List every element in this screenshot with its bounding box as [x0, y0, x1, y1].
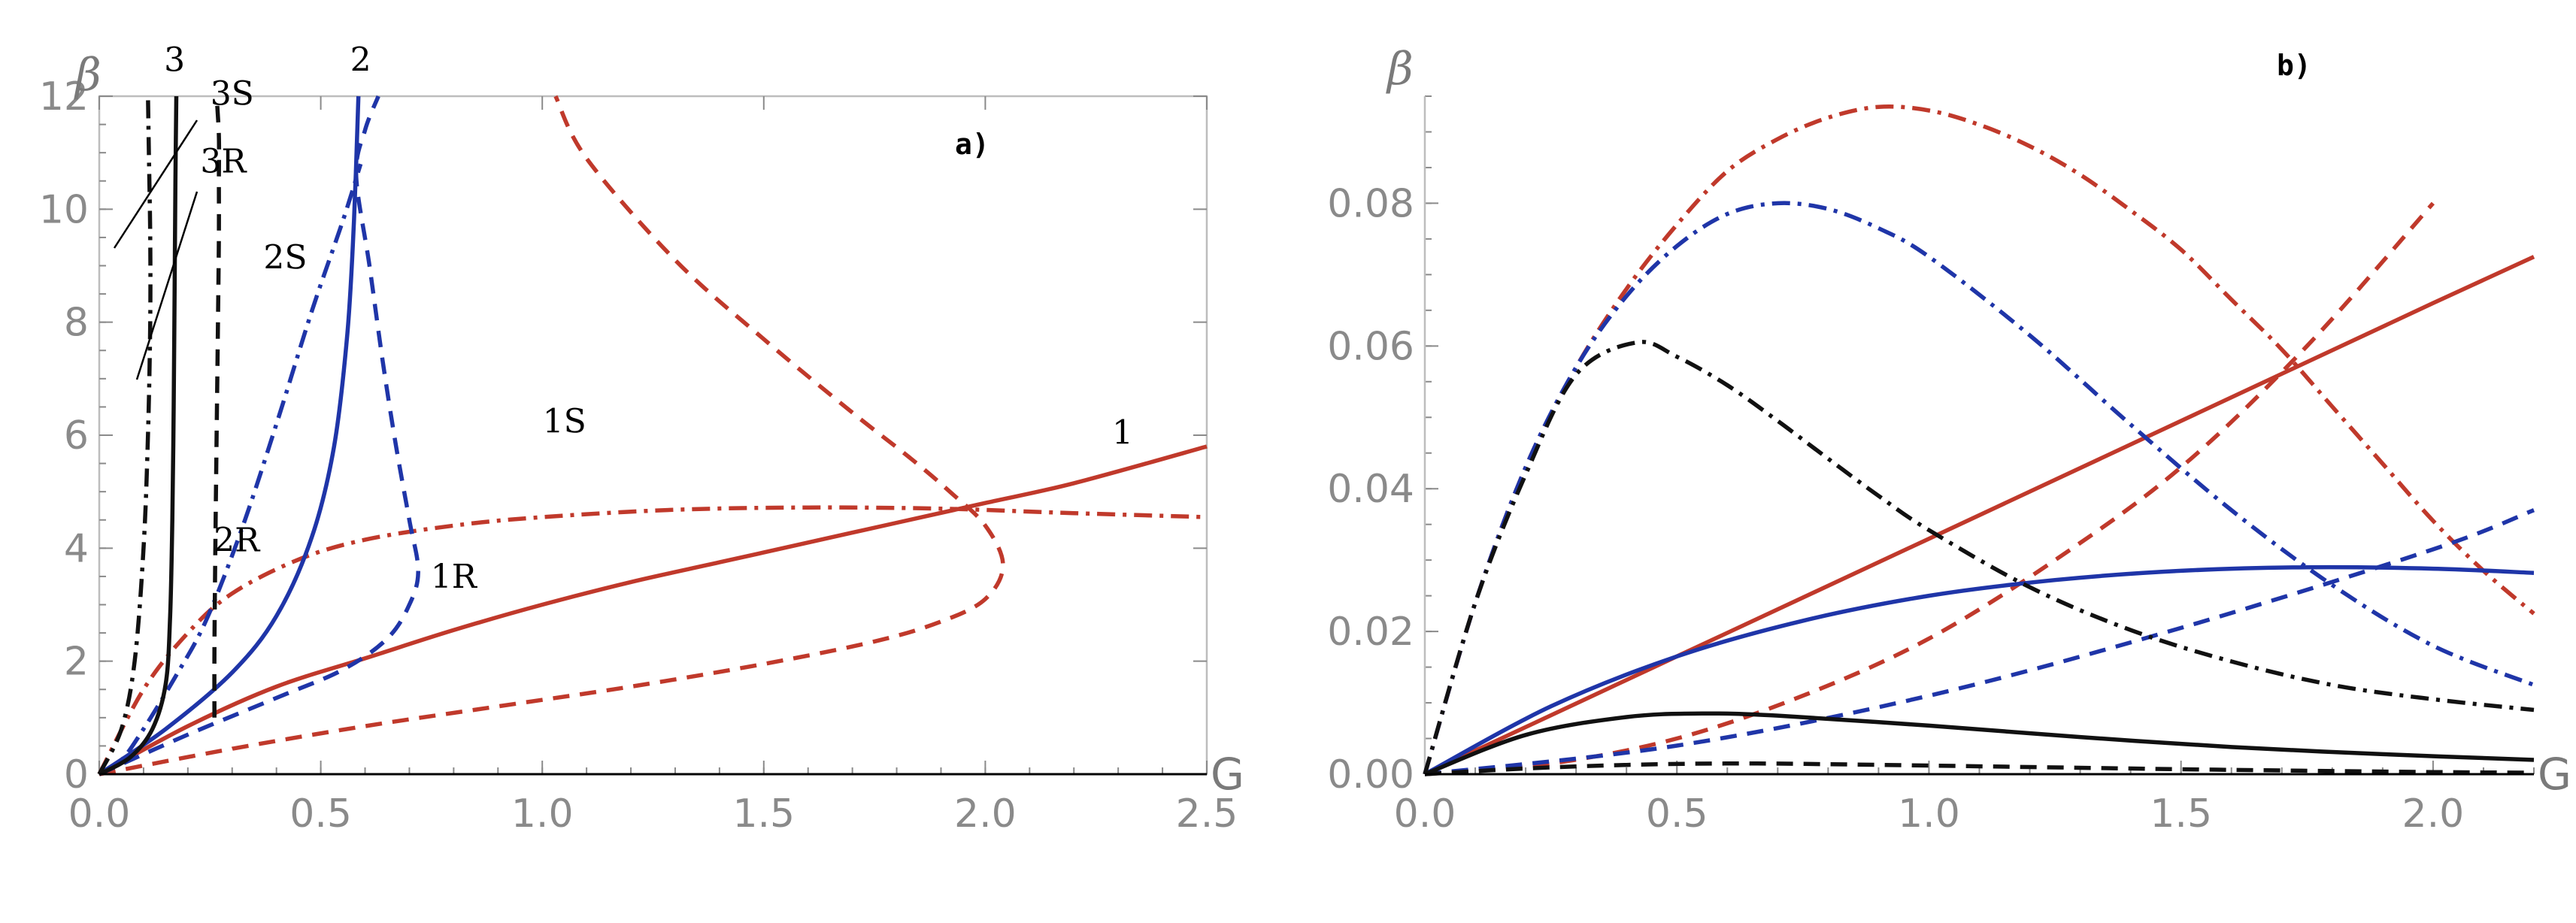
series-line-3s-b: [1424, 761, 2535, 776]
series-group-a: [97, 95, 1208, 776]
annotation-label: 1S: [543, 402, 586, 440]
x-tick-label: 0.0: [68, 791, 131, 837]
x-tick-label: 0.0: [1394, 791, 1456, 837]
y-tick-label: 0.04: [1327, 467, 1414, 512]
y-tick-label: 4: [64, 526, 89, 571]
x-tick-label: 1.0: [511, 791, 574, 837]
series-line-3-a: [98, 95, 179, 776]
y-tick-label: 8: [64, 301, 89, 346]
series-line-2r-a: [98, 163, 363, 776]
series-line-2s-b: [1424, 508, 2535, 776]
annotations-a: 3 2 3S 3R 2S 1S 1 2R 1R: [164, 41, 1133, 596]
series-line-2-a: [98, 95, 361, 776]
tick-marks-b: [1424, 95, 2535, 775]
tick-marks-a: [98, 95, 1208, 775]
y-tick-label: 2: [64, 640, 89, 685]
annotation-label: 1R: [431, 558, 478, 596]
y-tick-label: 12: [39, 74, 89, 120]
chart-panel-b: 0.0 0.5 1.0 1.5 2.0 0.00 0.02 0.04 0.06 0.08 β G…: [1327, 43, 2571, 837]
y-axis-title-a: β: [74, 49, 102, 101]
y-tick-label: 6: [64, 413, 89, 458]
x-tick-labels-a: 0.0 0.5 1.0 1.5 2.0 2.5: [68, 791, 1238, 837]
series-line-2-b: [1423, 564, 2535, 776]
y-tick-label: 0.06: [1327, 324, 1414, 369]
x-tick-label: 1.5: [2150, 791, 2212, 837]
x-axis-title-a: G: [1211, 749, 1244, 800]
y-tick-label: 0: [64, 752, 89, 797]
annotation-label: 1: [1112, 414, 1133, 452]
series-line-1s-b: [1424, 201, 2435, 776]
panel-tag-a: a): [955, 128, 989, 161]
series-line-3s-a: [212, 95, 222, 718]
y-tick-labels-b: 0.00 0.02 0.04 0.06 0.08: [1327, 181, 1414, 797]
leader-line-3S: [113, 120, 199, 249]
series-line-1s-a: [98, 95, 1005, 776]
series-line-3r-b: [1423, 340, 2535, 775]
leader-line-3R: [135, 191, 199, 380]
annotation-label: 3R: [200, 143, 247, 181]
annotation-label: 2: [350, 41, 371, 79]
x-axis-title-b: G: [2538, 749, 2571, 800]
series-line-1r-b: [1423, 104, 2535, 775]
x-tick-label: 2.0: [2402, 791, 2465, 837]
x-tick-label: 0.5: [1646, 791, 1708, 837]
series-line-3r-a: [97, 95, 153, 776]
x-tick-label: 2.5: [1176, 791, 1238, 837]
series-line-3-b: [1424, 711, 2535, 776]
y-axis-title-b: β: [1386, 43, 1414, 95]
plot-frame-a: [98, 95, 1208, 776]
annotation-label: 2R: [214, 521, 261, 559]
y-tick-label: 0.00: [1327, 752, 1414, 797]
x-tick-label: 2.0: [954, 791, 1017, 837]
x-tick-label: 1.0: [1898, 791, 1960, 837]
series-line-2r-b: [1423, 201, 2535, 775]
y-tick-label: 10: [39, 187, 89, 232]
annotation-label: 3: [164, 41, 185, 79]
x-tick-label: 1.5: [732, 791, 795, 837]
series-line-1r-a: [97, 505, 1208, 776]
x-tick-label: 0.5: [289, 791, 352, 837]
series-line-1-b: [1423, 255, 2535, 776]
chart-panel-a: 0.0 0.5 1.0 1.5 2.0 2.5 0 2 4 6 8 10 12 β G a) 3 2 3S…: [39, 41, 1244, 837]
x-tick-labels-b: 0.0 0.5 1.0 1.5 2.0: [1394, 791, 2465, 837]
y-tick-label: 0.08: [1327, 181, 1414, 226]
annotation-label: 3S: [211, 75, 254, 113]
series-line-1-a: [98, 444, 1208, 776]
panel-tag-b: b): [2277, 49, 2311, 82]
series-line-2s-a: [98, 95, 420, 776]
series-group-b: [1423, 104, 2535, 776]
y-tick-labels-a: 0 2 4 6 8 10 12: [39, 74, 89, 797]
annotation-label: 2S: [263, 238, 307, 277]
y-tick-label: 0.02: [1327, 610, 1414, 655]
